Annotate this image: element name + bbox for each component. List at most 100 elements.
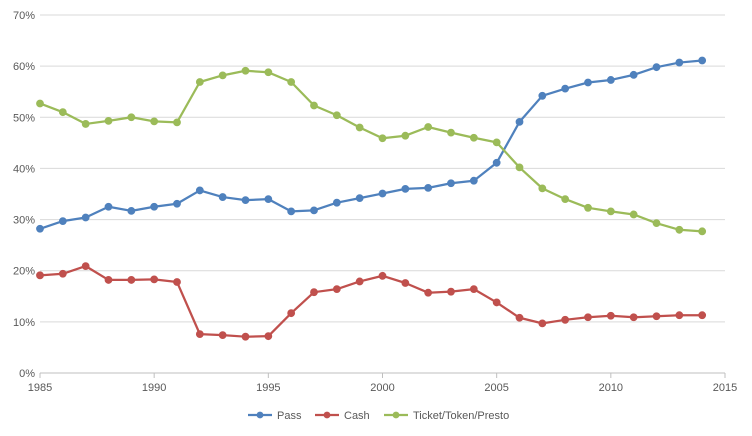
data-point-pass [424,183,433,192]
data-point-pass [173,199,181,208]
data-point-cash [310,288,318,297]
data-point-pass [401,184,410,193]
data-point-ticket-token-presto [515,163,524,172]
data-point-pass [515,117,524,126]
data-point-cash [218,331,227,340]
data-point-cash [195,330,204,339]
data-point-cash [378,271,387,280]
data-point-ticket-token-presto [652,219,661,228]
data-point-ticket-token-presto [378,134,387,143]
x-tick-label: 2010 [599,382,623,394]
data-point-cash [424,288,433,297]
data-point-ticket-token-presto [401,131,410,140]
legend-label-pass: Pass [277,410,302,422]
data-point-ticket-token-presto [584,203,592,212]
x-tick-label: 1985 [28,382,52,394]
data-point-ticket-token-presto [492,138,501,147]
data-point-pass [675,58,684,67]
data-point-ticket-token-presto [424,123,433,131]
data-point-ticket-token-presto [58,108,67,117]
data-point-pass [150,202,159,211]
data-point-cash [515,313,524,322]
data-point-ticket-token-presto [538,184,547,193]
x-tick-label: 1990 [142,382,166,394]
data-point-pass [310,206,318,215]
y-tick-label: 0% [19,368,35,380]
data-point-ticket-token-presto [698,227,707,236]
data-point-pass [355,194,364,202]
data-point-pass [584,78,592,87]
data-point-ticket-token-presto [264,68,273,77]
data-point-pass [81,213,90,222]
data-point-pass [652,63,661,72]
data-point-ticket-token-presto [310,101,318,110]
data-point-cash [127,276,136,284]
data-point-pass [36,224,44,233]
series-line-pass [38,59,704,230]
data-point-cash [538,319,547,328]
data-point-ticket-token-presto [629,210,638,219]
x-tick-label: 1995 [256,382,280,394]
legend-label-cash: Cash [344,410,370,422]
data-point-pass [264,195,273,204]
data-point-cash [675,311,684,320]
legend-label-ticket-token-presto: Ticket/Token/Presto [413,410,509,422]
data-point-cash [629,313,638,322]
data-point-ticket-token-presto [104,116,113,125]
data-point-ticket-token-presto [150,117,159,126]
data-point-ticket-token-presto [218,71,227,80]
data-point-ticket-token-presto [195,78,204,86]
data-point-cash [698,311,707,320]
data-point-ticket-token-presto [675,225,684,234]
x-tick-label: 2015 [713,382,737,394]
x-tick-label: 2005 [484,382,508,394]
data-point-ticket-token-presto [469,133,478,142]
data-point-cash [104,276,113,284]
data-point-cash [332,285,341,294]
y-tick-label: 20% [13,266,35,278]
data-point-pass [606,76,615,84]
data-point-pass [492,158,501,167]
data-point-cash [584,313,592,322]
y-tick-label: 30% [13,215,35,227]
data-point-cash [287,309,296,318]
y-tick-label: 50% [13,112,35,124]
data-point-cash [173,278,181,286]
data-point-pass [58,217,67,226]
data-point-pass [332,198,341,207]
data-point-ticket-token-presto [606,207,615,216]
series-line-cash [38,264,704,338]
data-point-ticket-token-presto [81,120,90,128]
data-point-cash [492,298,501,307]
data-point-cash [36,271,44,280]
data-point-ticket-token-presto [241,66,250,75]
data-point-pass [287,207,296,216]
y-tick-label: 10% [13,317,35,329]
data-point-cash [561,315,570,324]
data-point-ticket-token-presto [355,123,364,132]
data-point-pass [698,56,707,65]
data-point-cash [81,262,90,271]
legend-marker-pass [256,411,264,419]
data-point-cash [58,269,67,278]
data-point-cash [447,287,455,296]
data-point-pass [629,70,638,79]
y-tick-label: 60% [13,61,35,73]
data-point-pass [218,193,227,201]
data-point-cash [264,332,273,341]
data-point-cash [652,312,661,321]
data-point-pass [195,186,204,195]
y-tick-label: 70% [13,10,35,22]
data-point-ticket-token-presto [447,128,455,137]
legend-marker-cash [323,411,331,419]
data-point-ticket-token-presto [332,111,341,120]
data-point-cash [150,275,159,284]
data-point-ticket-token-presto [36,99,44,108]
data-point-pass [561,84,570,93]
y-tick-label: 40% [13,163,35,175]
data-point-pass [104,202,113,211]
data-point-ticket-token-presto [173,118,181,127]
data-point-pass [447,179,455,188]
series-line-ticket-token-presto [38,69,704,233]
